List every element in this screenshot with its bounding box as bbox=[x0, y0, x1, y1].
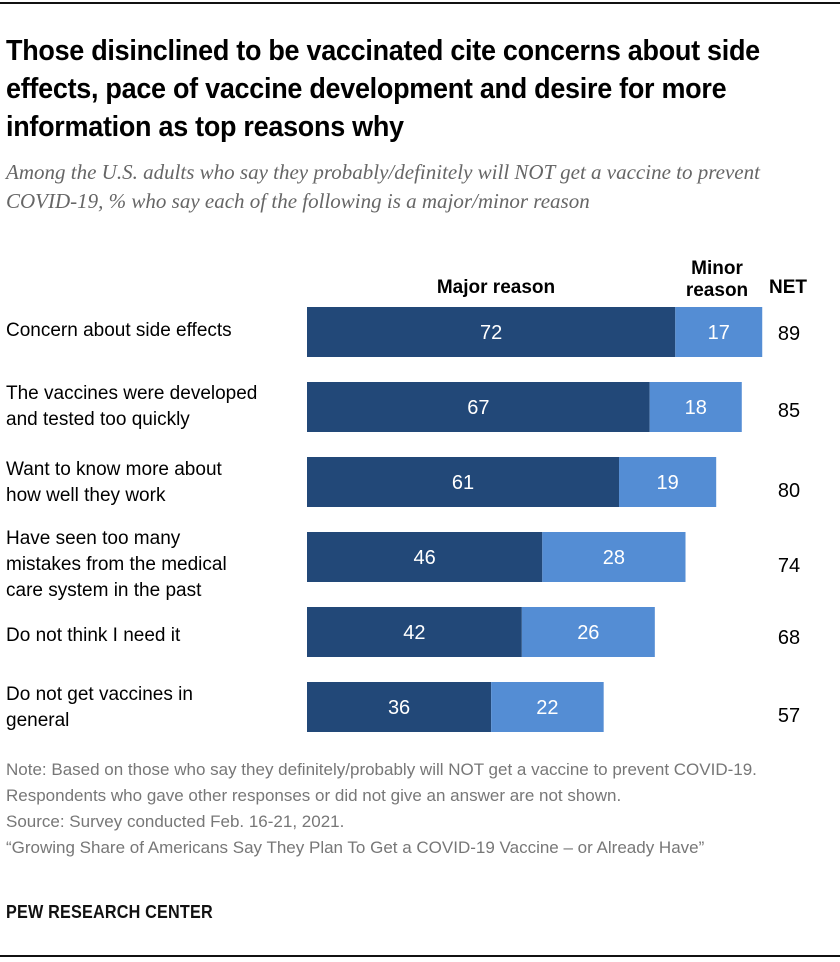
bar-major-reason bbox=[307, 607, 522, 657]
net-value: 89 bbox=[778, 323, 800, 345]
category-label-line: care system in the past bbox=[6, 580, 202, 601]
report-title: “Growing Share of Americans Say They Pla… bbox=[6, 838, 705, 857]
header-major-reason: Major reason bbox=[436, 277, 556, 298]
data-label-minor: 22 bbox=[536, 697, 558, 719]
data-label-minor: 17 bbox=[708, 322, 730, 344]
category-label-line: and tested too quickly bbox=[6, 409, 190, 430]
category-label: Concern about side effects bbox=[6, 318, 232, 344]
net-value: 80 bbox=[778, 480, 800, 502]
chart-title: Those disinclined to be vaccinated cite … bbox=[6, 35, 760, 143]
header-minor-line2: reason bbox=[685, 280, 749, 301]
bar-major-reason bbox=[307, 457, 620, 507]
data-label-major: 42 bbox=[403, 622, 425, 644]
category-label-line: general bbox=[6, 710, 70, 731]
category-label-line: The vaccines were developed bbox=[6, 383, 258, 404]
category-label: Want to know more about how well they wor… bbox=[6, 457, 222, 509]
bar-minor-reason bbox=[649, 382, 742, 432]
bar-major-reason bbox=[307, 532, 543, 582]
footnotes: Note: Based on those who say they defini… bbox=[6, 757, 826, 861]
bar-minor-reason bbox=[675, 307, 763, 357]
data-label-major: 46 bbox=[414, 547, 436, 569]
bar-minor-reason bbox=[491, 682, 604, 732]
data-label-minor: 18 bbox=[685, 397, 707, 419]
data-label-major: 72 bbox=[480, 322, 502, 344]
category-label-line: Want to know more about bbox=[6, 459, 222, 480]
bottom-rule bbox=[0, 955, 840, 957]
category-label-line: Concern about side effects bbox=[6, 320, 232, 341]
category-label-line: Do not get vaccines in bbox=[6, 684, 193, 705]
bar-major-reason bbox=[307, 682, 492, 732]
category-label-line: Have seen too many bbox=[6, 528, 181, 549]
bar-minor-reason bbox=[521, 607, 655, 657]
bar-major-reason bbox=[307, 382, 650, 432]
net-value: 57 bbox=[778, 705, 800, 727]
bar-major-reason bbox=[307, 307, 676, 357]
category-label: The vaccines were developed and tested to… bbox=[6, 381, 257, 433]
header-minor-reason: Minor reason bbox=[672, 258, 762, 302]
net-value: 68 bbox=[778, 627, 800, 649]
category-label: Do not think I need it bbox=[6, 623, 180, 649]
category-label-line: mistakes from the medical bbox=[6, 554, 227, 575]
top-rule bbox=[0, 2, 840, 4]
chart-subtitle: Among the U.S. adults who say they proba… bbox=[6, 160, 760, 213]
category-label: Do not get vaccines in general bbox=[6, 682, 193, 734]
data-label-minor: 28 bbox=[603, 547, 625, 569]
bar-minor-reason bbox=[542, 532, 686, 582]
data-label-major: 67 bbox=[467, 397, 489, 419]
note-text: Note: Based on those who say they defini… bbox=[6, 760, 757, 805]
net-value: 85 bbox=[778, 400, 800, 422]
category-label-line: how well they work bbox=[6, 485, 166, 506]
pew-logo-text: PEW RESEARCH CENTER bbox=[6, 902, 213, 922]
source-text: Source: Survey conducted Feb. 16-21, 202… bbox=[6, 812, 345, 831]
data-label-minor: 19 bbox=[656, 472, 678, 494]
data-label-major: 36 bbox=[388, 697, 410, 719]
header-minor-line1: Minor bbox=[691, 258, 743, 279]
category-label-line: Do not think I need it bbox=[6, 625, 181, 646]
net-value: 74 bbox=[778, 555, 800, 577]
header-net: NET bbox=[769, 277, 807, 298]
bar-minor-reason bbox=[619, 457, 717, 507]
category-label: Have seen too many mistakes from the medi… bbox=[6, 526, 227, 604]
data-label-major: 61 bbox=[452, 472, 474, 494]
data-label-minor: 26 bbox=[577, 622, 599, 644]
